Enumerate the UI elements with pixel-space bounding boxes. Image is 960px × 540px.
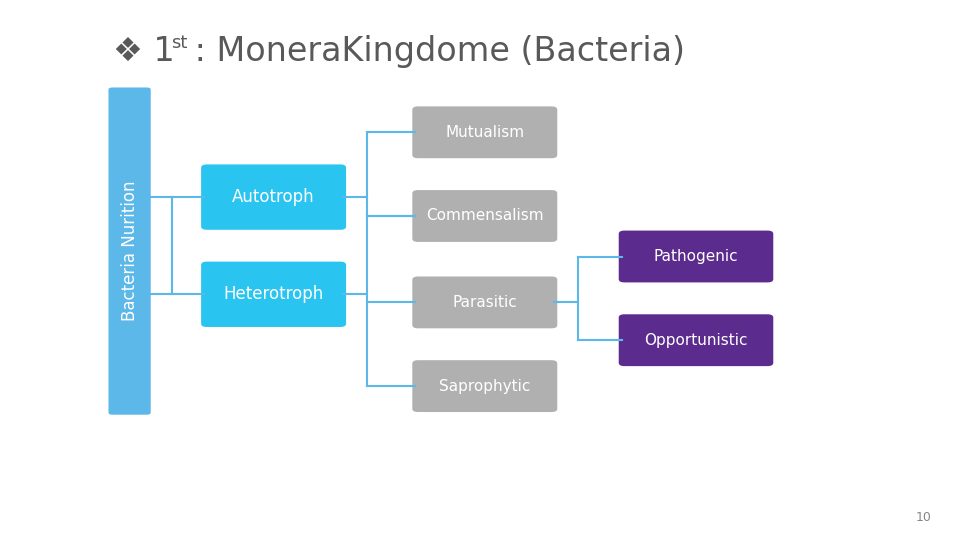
FancyBboxPatch shape (618, 314, 774, 366)
Text: Heterotroph: Heterotroph (224, 285, 324, 303)
FancyBboxPatch shape (201, 164, 346, 230)
FancyBboxPatch shape (413, 106, 557, 158)
FancyBboxPatch shape (108, 87, 151, 415)
Text: Parasitic: Parasitic (452, 295, 517, 310)
FancyBboxPatch shape (413, 190, 557, 242)
FancyBboxPatch shape (413, 360, 557, 412)
Text: ❖ 1: ❖ 1 (113, 35, 175, 68)
FancyBboxPatch shape (618, 231, 774, 282)
FancyBboxPatch shape (413, 276, 557, 328)
Text: : MoneraKingdome (Bacteria): : MoneraKingdome (Bacteria) (184, 35, 685, 68)
Text: Commensalism: Commensalism (426, 208, 543, 224)
Text: Autotroph: Autotroph (232, 188, 315, 206)
Text: Pathogenic: Pathogenic (654, 249, 738, 264)
FancyBboxPatch shape (201, 261, 346, 327)
Text: st: st (171, 34, 187, 52)
Text: Bacteria Nurition: Bacteria Nurition (121, 181, 138, 321)
Text: Opportunistic: Opportunistic (644, 333, 748, 348)
Text: 10: 10 (915, 511, 931, 524)
Text: Mutualism: Mutualism (445, 125, 524, 140)
Text: Saprophytic: Saprophytic (439, 379, 531, 394)
